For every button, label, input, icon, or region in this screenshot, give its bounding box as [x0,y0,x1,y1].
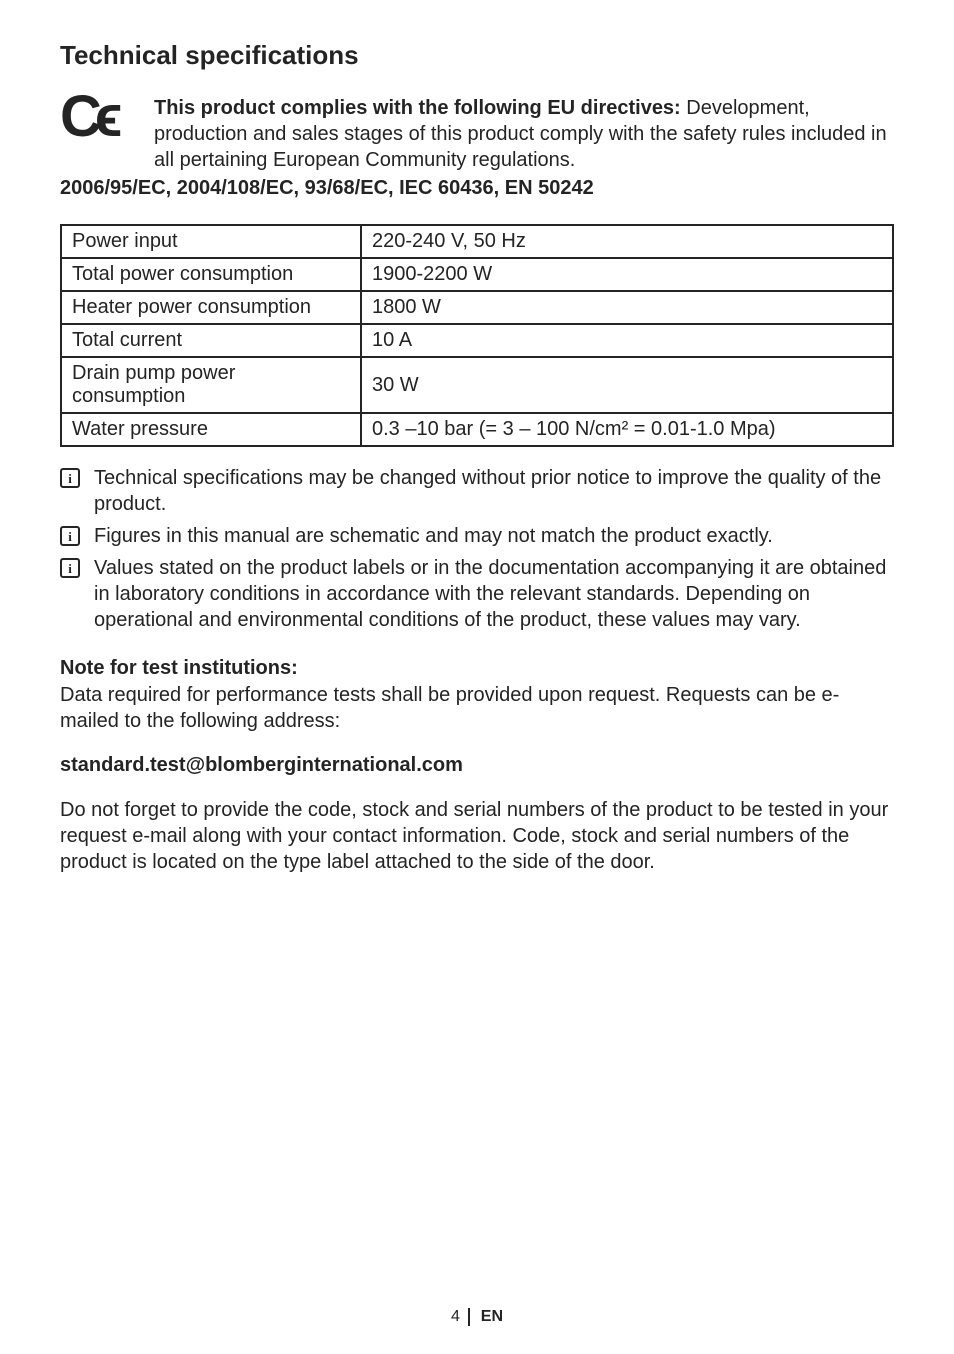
spec-label: Heater power consumption [61,291,361,324]
spec-value: 1800 W [361,291,893,324]
list-item: i Technical specifications may be change… [60,465,894,517]
spec-value: 30 W [361,357,893,413]
bullet-text: Figures in this manual are schematic and… [94,523,773,549]
spec-value: 10 A [361,324,893,357]
bullet-text: Values stated on the product labels or i… [94,555,894,633]
ce-mark-icon: C ϵ [60,95,144,139]
ce-heading: This product complies with the following… [154,97,681,119]
list-item: i Values stated on the product labels or… [60,555,894,633]
ce-compliance-text: This product complies with the following… [154,95,894,173]
note-body: Data required for performance tests shal… [60,682,894,734]
spec-value: 1900-2200 W [361,258,893,291]
table-row: Heater power consumption 1800 W [61,291,893,324]
directives-list: 2006/95/EC, 2004/108/EC, 93/68/EC, IEC 6… [60,177,894,200]
spec-label: Total power consumption [61,258,361,291]
table-row: Water pressure 0.3 –10 bar (= 3 – 100 N/… [61,413,893,446]
closing-paragraph: Do not forget to provide the code, stock… [60,797,894,875]
table-row: Total power consumption 1900-2200 W [61,258,893,291]
bullet-text: Technical specifications may be changed … [94,465,894,517]
spec-label: Drain pump power consumption [61,357,361,413]
page-title: Technical specifications [60,40,894,71]
info-bullet-list: i Technical specifications may be change… [60,465,894,633]
spec-value: 220-240 V, 50 Hz [361,225,893,258]
language-code: EN [481,1308,503,1325]
table-row: Power input 220-240 V, 50 Hz [61,225,893,258]
note-heading: Note for test institutions: [60,657,894,680]
info-icon: i [60,558,80,578]
table-row: Total current 10 A [61,324,893,357]
page-footer: 4 EN [0,1308,954,1326]
spec-label: Total current [61,324,361,357]
ce-compliance-block: C ϵ This product complies with the follo… [60,95,894,173]
info-icon: i [60,468,80,488]
footer-divider [468,1308,470,1326]
spec-value: 0.3 –10 bar (= 3 – 100 N/cm² = 0.01-1.0 … [361,413,893,446]
page-number: 4 [451,1308,460,1325]
info-icon: i [60,526,80,546]
spec-label: Power input [61,225,361,258]
table-row: Drain pump power consumption 30 W [61,357,893,413]
contact-email: standard.test@blomberginternational.com [60,754,894,777]
spec-table: Power input 220-240 V, 50 Hz Total power… [60,224,894,447]
spec-label: Water pressure [61,413,361,446]
list-item: i Figures in this manual are schematic a… [60,523,894,549]
